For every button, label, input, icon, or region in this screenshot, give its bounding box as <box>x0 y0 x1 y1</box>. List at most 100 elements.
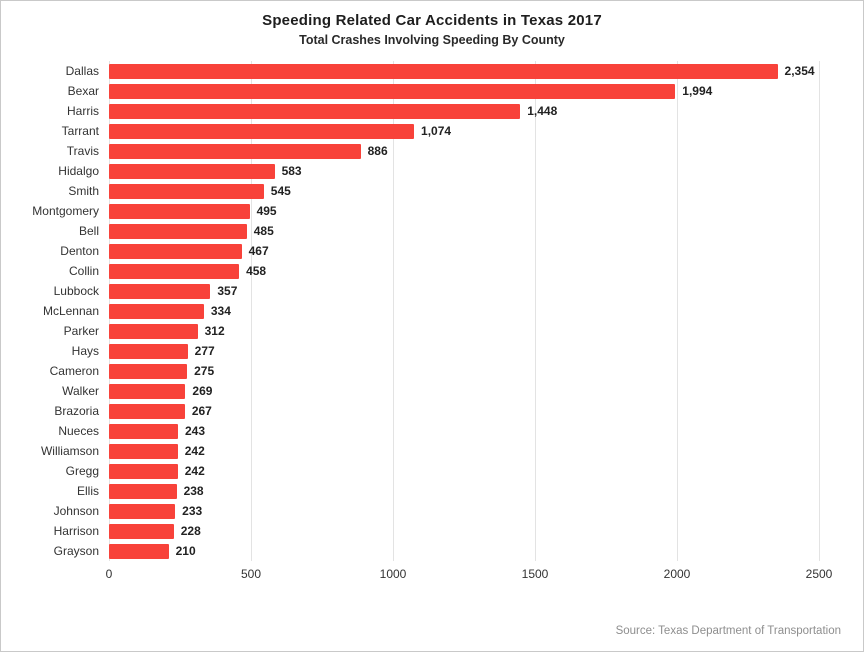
bar <box>109 423 178 439</box>
bar <box>109 483 177 499</box>
bar-row: Gregg 242 <box>9 461 819 481</box>
value-label: 485 <box>253 224 274 238</box>
x-tick-label: 2000 <box>663 567 691 581</box>
x-tick-label: 1500 <box>521 567 549 581</box>
bar <box>109 463 178 479</box>
bar-track: 238 <box>109 483 819 499</box>
bar-track: 467 <box>109 243 819 259</box>
bar <box>109 283 211 299</box>
gridline <box>677 61 678 561</box>
gridline <box>819 61 820 561</box>
bar-row: Tarrant 1,074 <box>9 121 819 141</box>
bar-row: Lubbock 357 <box>9 281 819 301</box>
category-label: Walker <box>62 384 99 398</box>
bar-track: 2,354 <box>109 63 819 79</box>
bar <box>109 323 198 339</box>
bar <box>109 383 186 399</box>
bar-row: Hidalgo 583 <box>9 161 819 181</box>
bar-track: 545 <box>109 183 819 199</box>
bar <box>109 223 247 239</box>
category-label: Gregg <box>65 464 99 478</box>
bar-track: 210 <box>109 543 819 559</box>
category-label: Harris <box>67 104 99 118</box>
value-label: 242 <box>184 444 205 458</box>
chart-title: Speeding Related Car Accidents in Texas … <box>262 12 602 29</box>
bar-row: Collin 458 <box>9 261 819 281</box>
category-label: Montgomery <box>32 204 99 218</box>
bar-row: Cameron 275 <box>9 361 819 381</box>
value-label: 238 <box>183 484 204 498</box>
category-label: Cameron <box>49 364 99 378</box>
x-tick-label: 2500 <box>805 567 833 581</box>
value-label: 495 <box>256 204 277 218</box>
bar <box>109 543 169 559</box>
bar-row: Ellis 238 <box>9 481 819 501</box>
bar-track: 233 <box>109 503 819 519</box>
bar-track: 458 <box>109 263 819 279</box>
value-label: 275 <box>194 364 215 378</box>
category-label: Hays <box>71 344 99 358</box>
bar <box>109 243 242 259</box>
bar <box>109 403 185 419</box>
bar-track: 228 <box>109 523 819 539</box>
category-label: Nueces <box>58 424 99 438</box>
x-axis: 0 500 1000 1500 2000 2500 <box>105 561 833 585</box>
bar-track: 243 <box>109 423 819 439</box>
bar-row: McLennan 334 <box>9 301 819 321</box>
bar <box>109 363 188 379</box>
category-label: McLennan <box>42 304 99 318</box>
value-label: 458 <box>246 264 267 278</box>
category-label: Grayson <box>53 544 99 558</box>
value-label: 269 <box>192 384 213 398</box>
category-label: Smith <box>68 184 99 198</box>
bar-track: 495 <box>109 203 819 219</box>
bar-track: 1,994 <box>109 83 819 99</box>
bar <box>109 203 250 219</box>
bar-row: Travis 886 <box>9 141 819 161</box>
bar-track: 357 <box>109 283 819 299</box>
bar-row: Bell 485 <box>9 221 819 241</box>
value-label: 886 <box>367 144 388 158</box>
chart-header: Speeding Related Car Accidents in Texas … <box>1 1 863 47</box>
bar-track: 312 <box>109 323 819 339</box>
bar-row: Dallas 2,354 <box>9 61 819 81</box>
category-label: Brazoria <box>54 404 99 418</box>
category-label: Tarrant <box>61 124 99 138</box>
value-label: 2,354 <box>784 64 815 78</box>
source-note: Source: Texas Department of Transportati… <box>615 625 841 637</box>
value-label: 267 <box>191 404 212 418</box>
category-label: Denton <box>60 244 99 258</box>
bar-track: 1,448 <box>109 103 819 119</box>
category-label: Parker <box>63 324 99 338</box>
category-label: Williamson <box>40 444 99 458</box>
bar-track: 242 <box>109 463 819 479</box>
value-label: 334 <box>210 304 231 318</box>
bar-row: Parker 312 <box>9 321 819 341</box>
x-tick-label: 0 <box>105 567 113 581</box>
bar-track: 334 <box>109 303 819 319</box>
value-label: 243 <box>185 424 206 438</box>
bar-row: Williamson 242 <box>9 441 819 461</box>
bar-row: Nueces 243 <box>9 421 819 441</box>
category-label: Ellis <box>76 484 99 498</box>
bar-track: 485 <box>109 223 819 239</box>
bar <box>109 303 204 319</box>
gridline <box>393 61 394 561</box>
bar-track: 242 <box>109 443 819 459</box>
bar-row: Montgomery 495 <box>9 201 819 221</box>
category-label: Travis <box>66 144 99 158</box>
value-label: 277 <box>194 344 215 358</box>
value-label: 233 <box>182 504 203 518</box>
bar-row: Brazoria 267 <box>9 401 819 421</box>
bar <box>109 503 176 519</box>
gridline <box>251 61 252 561</box>
bar <box>109 123 415 139</box>
bar-row: Harris 1,448 <box>9 101 819 121</box>
category-label: Harrison <box>53 524 99 538</box>
bar-row: Smith 545 <box>9 181 819 201</box>
bar <box>109 343 188 359</box>
bar-row: Grayson 210 <box>9 541 819 561</box>
value-label: 1,994 <box>682 84 713 98</box>
bar <box>109 63 778 79</box>
